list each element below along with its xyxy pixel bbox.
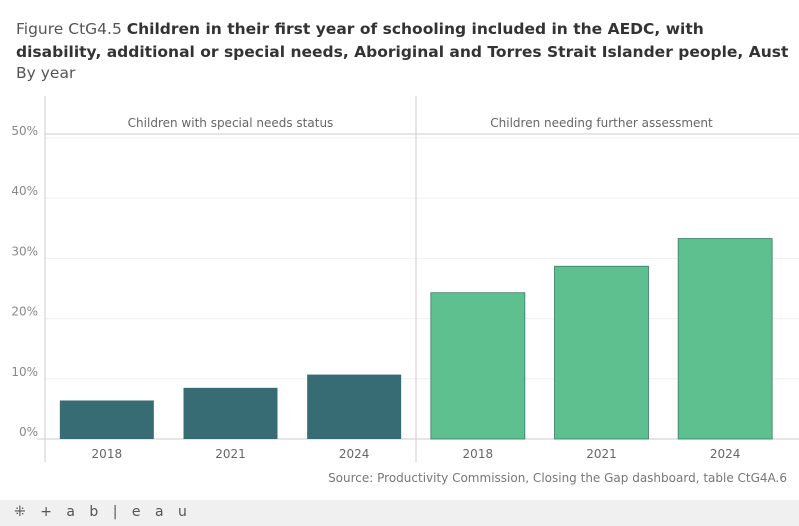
x-tick-label: 2024 [339,447,370,461]
chart-subtitle: By year [16,64,76,82]
bar [430,292,526,440]
bar [677,238,773,440]
tableau-logo-icon: ⁜ [14,504,41,520]
bar [59,400,154,439]
tableau-footer: ⁜ + a b | e a u [0,500,799,526]
y-tick-label: 20% [11,305,38,319]
x-tick-label: 2024 [710,447,741,461]
tableau-logo-text: + a b | e a u [40,504,192,520]
bar [183,387,278,439]
figure-number: Figure CtG4.5 [16,20,122,38]
source-note: Source: Productivity Commission, Closing… [328,471,787,485]
y-tick-label: 40% [11,184,38,198]
x-tick-label: 2021 [586,447,617,461]
y-tick-label: 10% [11,365,38,379]
panel-header: Children needing further assessment [490,116,713,130]
y-tick-label: 0% [19,425,38,439]
y-tick-label: 30% [11,244,38,258]
bar [307,374,402,439]
x-tick-label: 2018 [463,447,494,461]
bar [554,265,649,440]
bar-chart: 0% 10% 20% 30% 40% 50% Children with special n… [11,96,799,462]
x-tick-label: 2021 [215,447,246,461]
figure-title: Children in their first year of schoolin… [16,20,789,61]
x-tick-label: 2018 [92,447,123,461]
tableau-logo[interactable]: ⁜ + a b | e a u [14,504,192,520]
y-tick-label: 50% [11,124,38,138]
panel-header: Children with special needs status [128,116,334,130]
chart-title: Figure CtG4.5 Children in their first ye… [16,18,791,64]
